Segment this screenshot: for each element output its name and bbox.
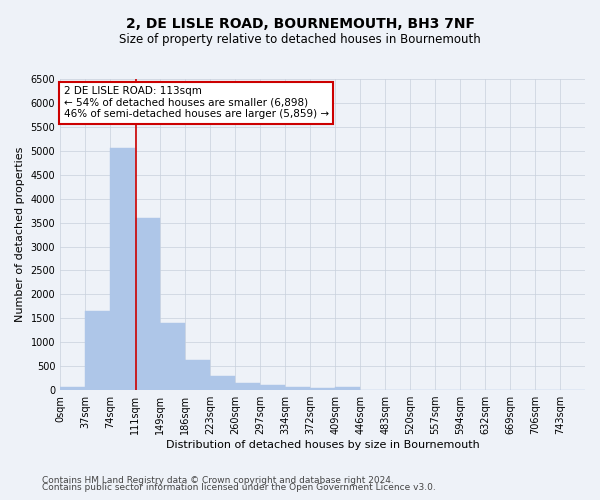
Bar (285, 386, 310, 390)
Bar (85, 311, 110, 390)
Bar (110, 148, 135, 390)
Text: Contains HM Land Registry data © Crown copyright and database right 2024.: Contains HM Land Registry data © Crown c… (42, 476, 394, 485)
Bar (185, 360, 210, 390)
Y-axis label: Number of detached properties: Number of detached properties (15, 147, 25, 322)
Bar (335, 386, 360, 390)
Bar (160, 323, 185, 390)
Text: 2, DE LISLE ROAD, BOURNEMOUTH, BH3 7NF: 2, DE LISLE ROAD, BOURNEMOUTH, BH3 7NF (125, 18, 475, 32)
Bar (210, 376, 235, 390)
Text: 2 DE LISLE ROAD: 113sqm
← 54% of detached houses are smaller (6,898)
46% of semi: 2 DE LISLE ROAD: 113sqm ← 54% of detache… (64, 86, 329, 120)
Bar (60, 386, 85, 390)
X-axis label: Distribution of detached houses by size in Bournemouth: Distribution of detached houses by size … (166, 440, 479, 450)
Bar (260, 386, 285, 390)
Text: Contains public sector information licensed under the Open Government Licence v3: Contains public sector information licen… (42, 484, 436, 492)
Bar (310, 388, 335, 390)
Text: Size of property relative to detached houses in Bournemouth: Size of property relative to detached ho… (119, 32, 481, 46)
Bar (135, 218, 160, 390)
Bar (235, 383, 260, 390)
